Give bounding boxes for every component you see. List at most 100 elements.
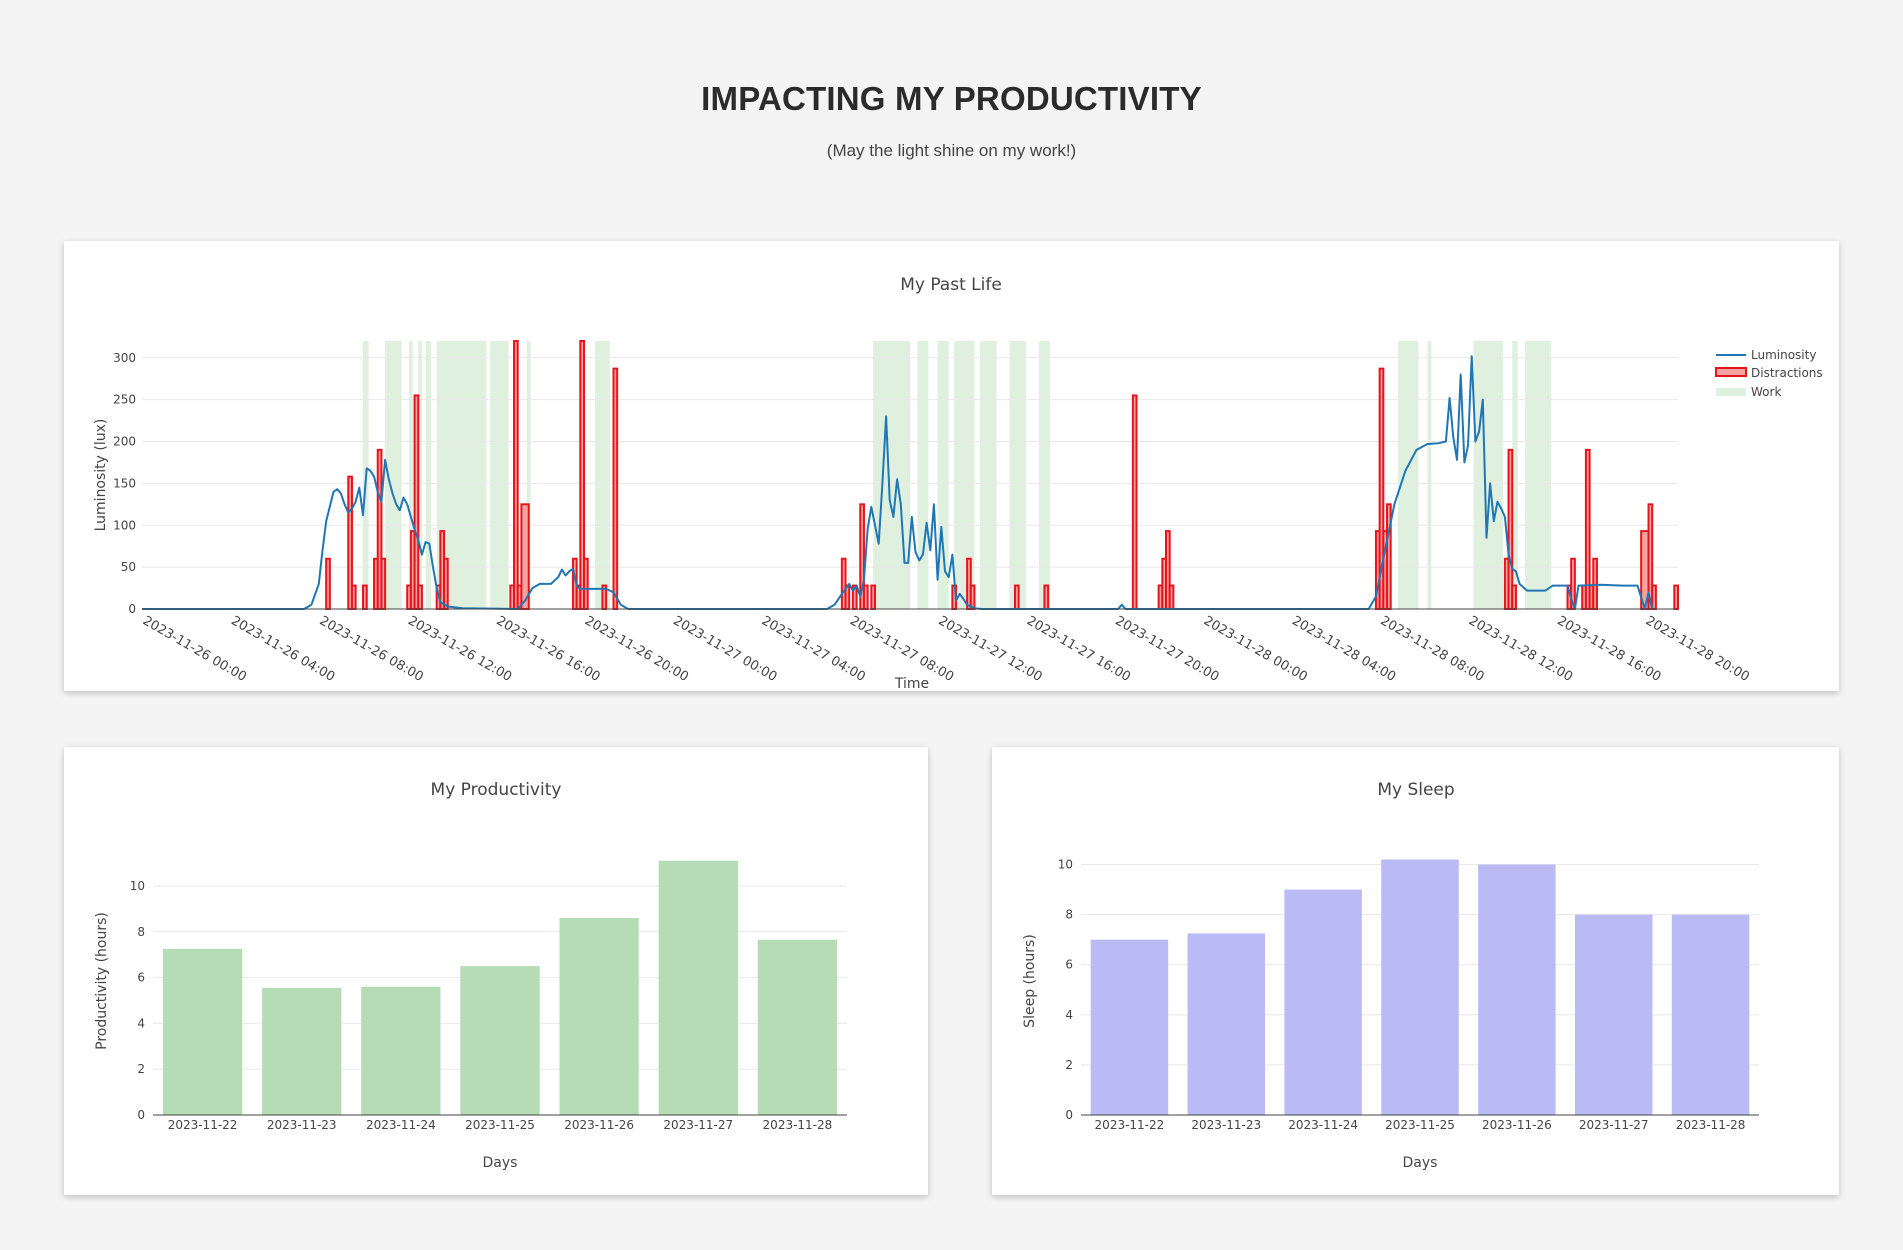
distraction-bar (1651, 584, 1657, 610)
bar (361, 986, 441, 1115)
sleep-chart[interactable]: My Sleep 0 2 4 6 8 10 2023-11-22 2023-11-23 2023-… (992, 747, 1839, 1195)
work-interval (917, 341, 929, 609)
distractions-series (325, 340, 1679, 610)
y-tick-label: 10 (130, 879, 145, 893)
distraction-bar (413, 394, 420, 610)
work-interval (409, 341, 413, 609)
distraction-bar (870, 584, 877, 610)
work-intervals (363, 341, 1551, 609)
work-interval (1473, 341, 1504, 609)
bar (460, 966, 540, 1115)
work-interval (490, 341, 509, 609)
past-life-card: My Past Life 0 50 100 150 200 250 300 2023-11-26… (64, 241, 1839, 691)
x-tick-label: 2023-11-27 (1579, 1118, 1649, 1132)
distraction-bar (1673, 584, 1679, 610)
y-tick-label: 8 (137, 925, 145, 939)
x-tick-label: 2023-11-28 (1676, 1118, 1746, 1132)
sleep-card: My Sleep 0 2 4 6 8 10 2023-11-22 2023-11-23 2023-… (992, 747, 1839, 1195)
y-axis-title: Productivity (hours) (94, 912, 110, 1050)
bar (1381, 859, 1459, 1115)
bar (1284, 889, 1362, 1115)
distraction-bar (1013, 584, 1020, 610)
page-title: IMPACTING MY PRODUCTIVITY (701, 80, 1202, 117)
y-tick-label: 300 (113, 351, 136, 365)
bar (1671, 914, 1750, 1115)
work-interval (937, 341, 949, 609)
y-axis-title: Luminosity (lux) (93, 419, 109, 532)
x-tick-label: 2023-11-23 (1191, 1118, 1261, 1132)
bar (262, 987, 342, 1115)
x-tick-label: 2023-11-22 (1095, 1118, 1165, 1132)
distraction-bar (969, 584, 976, 610)
work-interval (1398, 341, 1419, 609)
distraction-bar (325, 557, 331, 610)
y-tick-label: 8 (1065, 908, 1073, 922)
x-tick-label: 2023-11-26 (564, 1118, 634, 1132)
y-tick-label: 250 (113, 393, 136, 407)
x-axis-title: Time (894, 676, 929, 691)
work-interval (418, 341, 422, 609)
work-interval (1009, 341, 1027, 609)
distraction-bar (1131, 394, 1138, 610)
y-tick-label: 0 (1065, 1108, 1073, 1122)
distraction-bar (1168, 584, 1175, 610)
legend-distractions-swatch (1715, 367, 1747, 377)
chart-title: My Productivity (431, 780, 562, 800)
y-tick-label: 100 (113, 518, 136, 532)
y-tick-label: 4 (1065, 1008, 1073, 1022)
work-interval (1512, 341, 1518, 609)
chart-title: My Sleep (1377, 780, 1454, 800)
distraction-bar (1386, 503, 1392, 610)
bar (162, 948, 243, 1115)
work-interval (526, 341, 531, 609)
productivity-chart[interactable]: My Productivity 0 2 4 6 8 10 2023-11-22 2023-11-… (64, 747, 928, 1195)
bar (757, 939, 838, 1115)
y-tick-label: 200 (113, 435, 136, 449)
distraction-bar (1043, 584, 1050, 610)
work-interval (1525, 341, 1551, 609)
x-axis-title: Days (1403, 1155, 1438, 1171)
bar (1090, 939, 1169, 1115)
x-axis-title: Days (483, 1155, 518, 1171)
legend-luminosity-label: Luminosity (1751, 348, 1816, 362)
distraction-bar (443, 557, 449, 610)
x-tick-label: 2023-11-26 (1482, 1118, 1552, 1132)
x-tick-label: 2023-11-23 (267, 1118, 337, 1132)
y-tick-label: 0 (128, 602, 136, 616)
legend-work-swatch (1716, 388, 1746, 396)
distraction-bar (513, 340, 519, 610)
x-tick-label: 2023-11-28 (763, 1118, 833, 1132)
bar (1574, 914, 1653, 1115)
bar (1187, 933, 1266, 1115)
productivity-card: My Productivity 0 2 4 6 8 10 2023-11-22 2023-11-… (64, 747, 928, 1195)
luminosity-line (142, 355, 1654, 610)
legend-work-label: Work (1751, 385, 1781, 399)
y-tick-label: 2 (137, 1062, 145, 1076)
distraction-bar (362, 584, 368, 610)
work-interval (425, 341, 432, 609)
work-interval (954, 341, 975, 609)
work-interval (1427, 341, 1432, 609)
distraction-bar (380, 557, 387, 610)
x-tick-label: 2023-11-25 (465, 1118, 535, 1132)
y-tick-label: 0 (137, 1108, 145, 1122)
distraction-bar (1511, 584, 1517, 610)
y-tick-label: 50 (121, 560, 136, 574)
work-interval (385, 341, 402, 609)
bar (658, 860, 738, 1115)
y-tick-label: 10 (1058, 858, 1073, 872)
bar (1478, 864, 1556, 1115)
past-life-chart[interactable]: My Past Life0501001502002503002023-11-26… (64, 241, 1839, 691)
page-subtitle: (May the light shine on my work!) (826, 141, 1077, 160)
distraction-bar (583, 557, 589, 610)
work-interval (979, 341, 997, 609)
work-interval (873, 341, 910, 609)
distraction-bar (862, 584, 869, 610)
bar (559, 918, 639, 1115)
x-tick-label: 2023-11-24 (1288, 1118, 1358, 1132)
chart-title: My Past Life (900, 275, 1002, 295)
distraction-bar (612, 367, 619, 610)
work-interval (595, 341, 610, 609)
y-tick-label: 4 (137, 1016, 145, 1030)
x-tick-label: 2023-11-27 (663, 1118, 733, 1132)
